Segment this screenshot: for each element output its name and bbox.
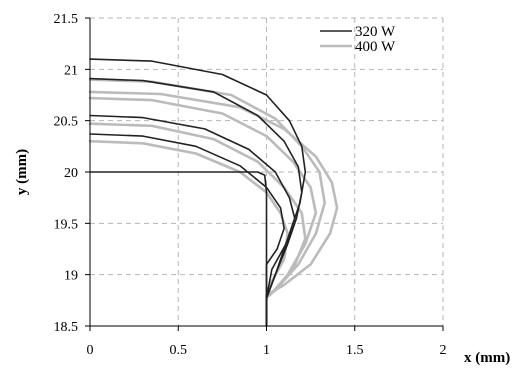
series-0-curve-3 [89, 77, 303, 300]
series-1-curve-0 [88, 139, 289, 328]
series-1-curve-1 [88, 122, 307, 299]
series-0-curve-4 [89, 58, 307, 300]
y-tick-label: 19 [64, 269, 78, 284]
x-tick-label: 1 [263, 343, 270, 358]
series-1-curve-3 [88, 78, 326, 299]
plot-curves [88, 58, 339, 328]
x-tick-label: 0 [87, 343, 94, 358]
tick-labels: 0 0.5 1 1.5 2 18.5 19 19.5 20 20.5 21 21.5 [54, 12, 447, 358]
series-0-curve-0 [89, 171, 268, 327]
x-tick-label: 2 [440, 343, 447, 358]
legend-label: 320 W [355, 24, 396, 40]
y-tick-label: 21 [64, 63, 78, 78]
x-tick-label: 1.5 [346, 343, 364, 358]
y-axis-label: y (mm) [14, 149, 30, 195]
x-tick-label: 0.5 [170, 343, 188, 358]
x-axis-label: x (mm) [464, 350, 510, 366]
series-1-curve-4 [88, 90, 339, 297]
y-tick-label: 18.5 [54, 320, 79, 335]
axes [85, 17, 444, 331]
y-tick-label: 20.5 [54, 115, 79, 130]
y-tick-label: 20 [64, 166, 78, 181]
legend-label: 400 W [355, 39, 396, 55]
y-tick-label: 21.5 [54, 12, 79, 27]
series-0-curve-1 [89, 133, 285, 327]
y-tick-label: 19.5 [54, 217, 79, 232]
series-1-curve-2 [88, 96, 318, 297]
series-0-curve-2 [89, 114, 296, 300]
